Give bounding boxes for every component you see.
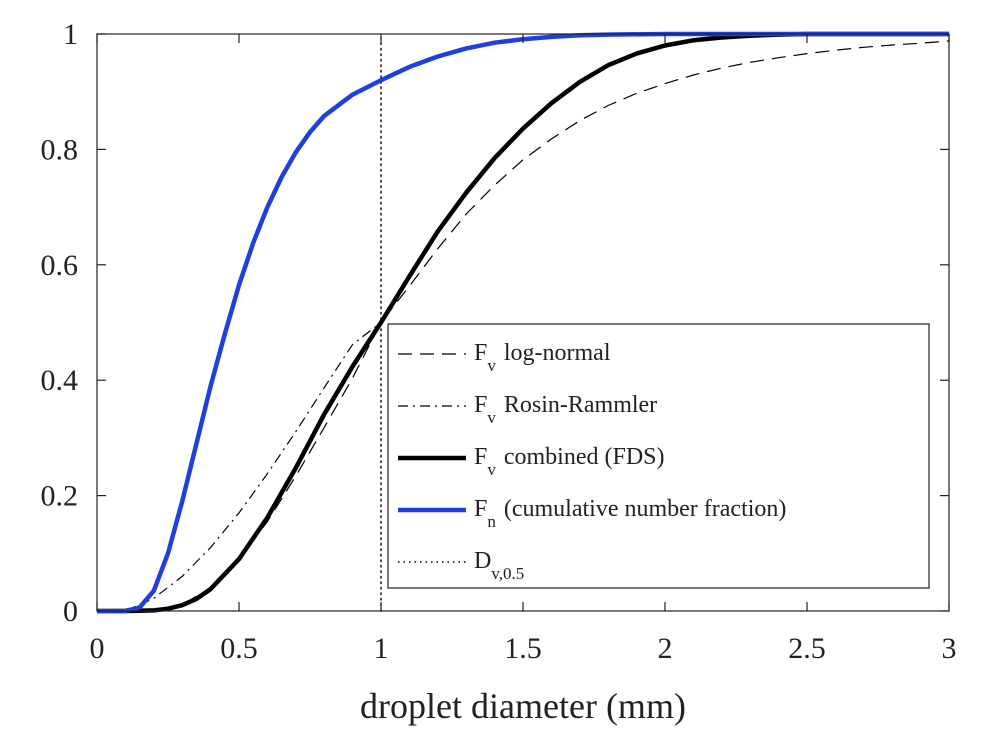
x-tick-label: 1.5: [504, 632, 542, 665]
legend-label-dv05: Dv,0.5: [474, 548, 524, 583]
x-tick-label: 2: [658, 632, 673, 665]
x-axis-label: droplet diameter (mm): [360, 686, 686, 726]
x-tick-label: 0.5: [220, 632, 258, 665]
x-tick-label: 3: [942, 632, 957, 665]
x-tick-label: 2.5: [788, 632, 826, 665]
legend-label-lognormal: Fv log-normal: [474, 340, 611, 375]
x-tick-label: 1: [374, 632, 389, 665]
legend-label-number: Fn (cumulative number fraction): [474, 496, 786, 531]
y-tick-label: 0: [63, 595, 78, 628]
y-tick-label: 0.4: [41, 364, 79, 397]
y-tick-label: 0.6: [41, 249, 79, 282]
y-tick-label: 1: [63, 18, 78, 51]
y-tick-label: 0.2: [41, 480, 79, 513]
legend-box: [387, 323, 930, 589]
ticks-layer: 0 0.5 1 1.5 2 2.5 3 0 0.2 0.4 0.6 0.8 1: [41, 18, 957, 665]
legend: Fv log-normal Fv Rosin-Rammler Fv combined (F…: [387, 323, 930, 589]
legend-label-combined: Fv combined (FDS): [474, 444, 665, 479]
legend-label-rosin: Fv Rosin-Rammler: [474, 392, 657, 427]
x-tick-label: 0: [90, 632, 105, 665]
series-line-number: [97, 31, 949, 614]
y-tick-label: 0.8: [41, 133, 79, 166]
